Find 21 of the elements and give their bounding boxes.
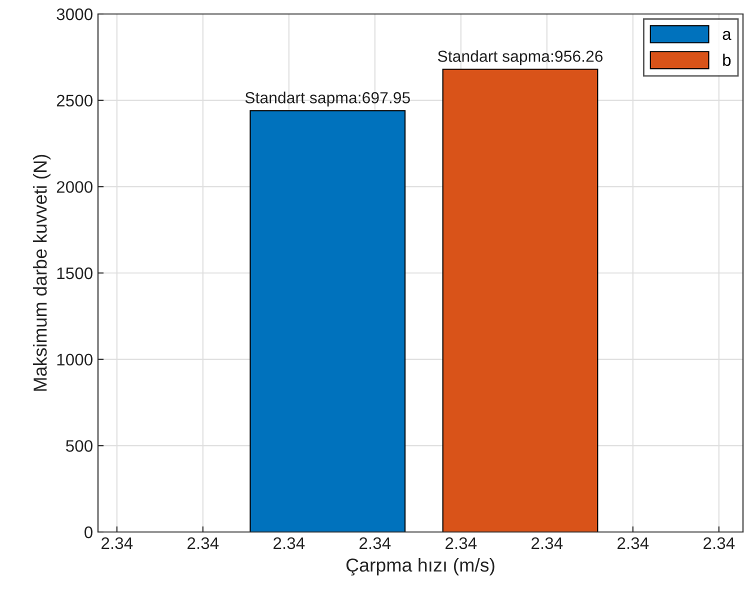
x-tick-label: 2.34 bbox=[704, 537, 735, 550]
x-tick-label: 2.34 bbox=[102, 537, 133, 550]
y-tick-label: 500 bbox=[66, 440, 92, 452]
x-tick-label: 2.34 bbox=[532, 537, 563, 550]
x-tick-label: 2.34 bbox=[360, 537, 391, 550]
y-tick-label: 1500 bbox=[57, 267, 92, 280]
y-tick-label: 2500 bbox=[56, 94, 92, 107]
x-axis-title: Çarpma hızı (m/s) bbox=[346, 558, 494, 576]
legend-label: a bbox=[722, 30, 732, 40]
x-tick-label: 2.34 bbox=[274, 537, 305, 550]
x-tick-label: 2.34 bbox=[618, 537, 649, 550]
y-tick-label: 3000 bbox=[56, 8, 92, 20]
x-tick-label: 2.34 bbox=[188, 537, 219, 550]
y-tick-label: 1000 bbox=[57, 354, 92, 366]
annotation: Standart sapma:956.26 bbox=[438, 50, 603, 66]
annotation: Standart sapma:697.95 bbox=[245, 92, 410, 107]
y-axis-title: Maksimum darbe kuvveti (N) bbox=[33, 154, 50, 391]
y-tick-label: 0 bbox=[84, 526, 92, 538]
legend-label: b bbox=[723, 54, 731, 66]
y-tick-label: 2000 bbox=[56, 181, 92, 193]
x-tick-label: 2.34 bbox=[446, 537, 477, 550]
